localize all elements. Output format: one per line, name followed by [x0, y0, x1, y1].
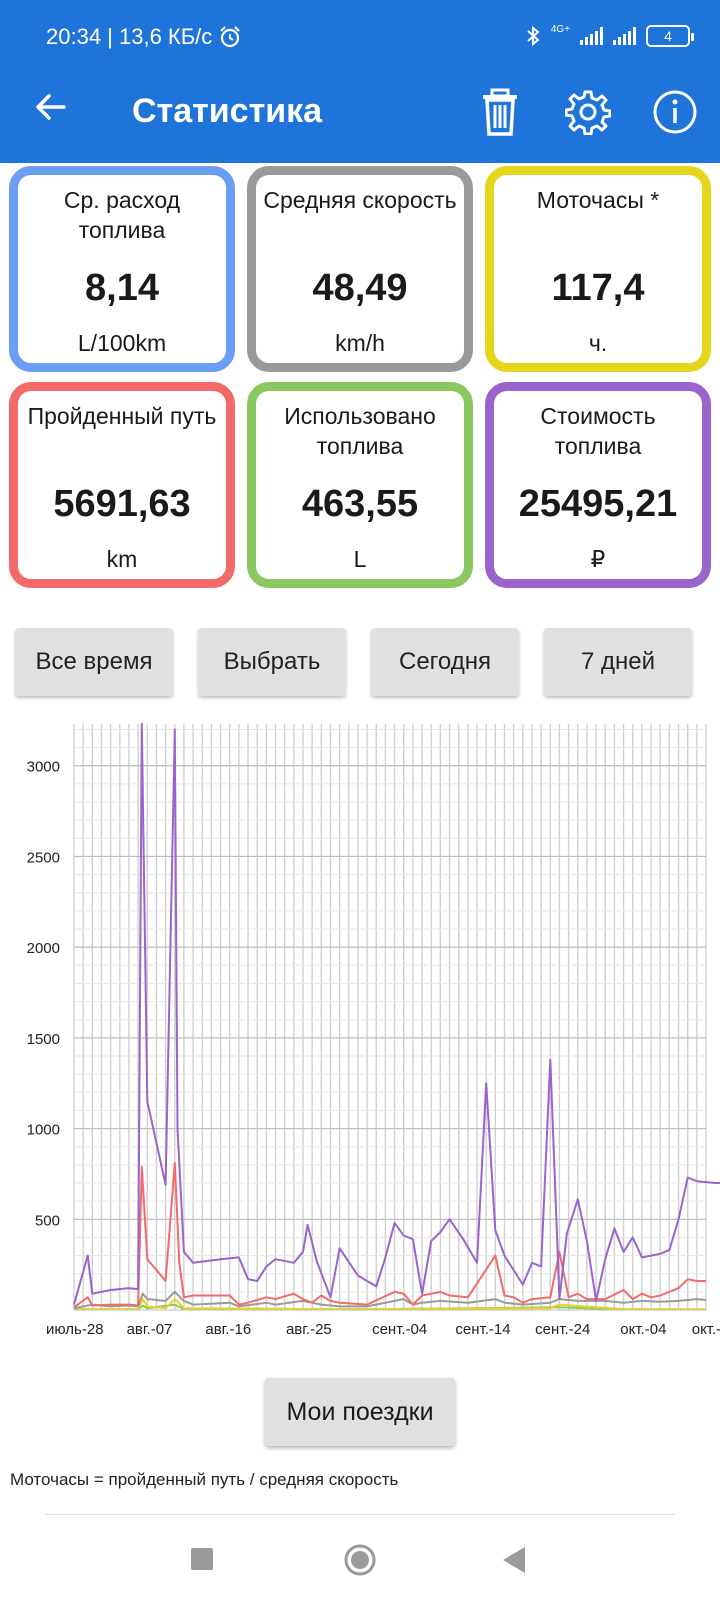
series-line: [73, 723, 720, 1305]
signal-icon: [580, 27, 603, 45]
settings-gear-icon[interactable]: [564, 88, 612, 136]
card-label: Ср. расход топлива: [63, 187, 181, 243]
battery-icon: 4: [646, 25, 694, 47]
x-tick-label: окт.-13: [692, 1321, 720, 1338]
card-avg-consumption: Ср. расход топлива 8,14 L/100km: [9, 166, 235, 372]
card-unit: ₽: [590, 546, 606, 572]
network-label: 4G+: [550, 24, 570, 35]
seven-days-button[interactable]: 7 дней: [544, 628, 692, 696]
status-time-text: 20:34 | 13,6 КБ/с: [46, 24, 213, 49]
all-time-button[interactable]: Все время: [15, 628, 173, 696]
y-tick-label: 500: [35, 1212, 60, 1229]
card-label: Стоимость топлива: [540, 403, 656, 459]
card-fuel-cost: Стоимость топлива 25495,21 ₽: [485, 382, 711, 588]
card-engine-hours: Моточасы * 117,4 ч.: [485, 166, 711, 372]
back-triangle-icon[interactable]: [503, 1547, 525, 1578]
card-unit: km/h: [335, 330, 385, 356]
battery-level: 4: [664, 28, 672, 44]
x-tick-label: авг.-07: [127, 1321, 173, 1338]
recents-square-icon[interactable]: [191, 1548, 213, 1575]
signal-icon-2: [613, 27, 636, 45]
alarm-icon: [220, 26, 241, 48]
engine-hours-footnote: Моточасы = пройденный путь / средняя ско…: [10, 1470, 399, 1489]
trash-icon[interactable]: [476, 88, 524, 136]
y-tick-label: 3000: [27, 759, 60, 776]
x-tick-label: сент.-14: [455, 1321, 510, 1338]
my-trips-button[interactable]: Мои поездки: [265, 1378, 455, 1446]
series-line: [73, 1162, 706, 1309]
choose-range-button[interactable]: Выбрать: [198, 628, 346, 696]
card-value: 5691,63: [53, 483, 191, 525]
divider: [45, 1514, 675, 1515]
status-icons: 4G+ 4: [525, 24, 694, 48]
card-fuel-used: Использовано топлива 463,55 L: [247, 382, 473, 588]
card-unit: L/100km: [77, 330, 167, 356]
series-line: [74, 1298, 706, 1311]
system-nav-bar: [0, 1520, 720, 1600]
x-tick-label: сент.-04: [372, 1321, 427, 1338]
card-value: 8,14: [85, 267, 159, 309]
y-tick-label: 2000: [27, 940, 60, 957]
card-value: 25495,21: [518, 483, 678, 525]
status-time: 20:34 | 13,6 КБ/с: [46, 24, 242, 50]
card-label: Моточасы *: [536, 187, 660, 213]
card-label: Использовано топлива: [284, 403, 436, 459]
bluetooth-icon: [527, 25, 540, 47]
card-value: 48,49: [312, 267, 408, 309]
info-icon[interactable]: [651, 88, 699, 136]
card-unit: L: [353, 546, 367, 572]
card-label: Пройденный путь: [27, 403, 217, 429]
back-arrow-icon[interactable]: [34, 90, 68, 131]
x-tick-label: июль-28: [46, 1321, 104, 1338]
statistics-chart[interactable]: 500 1000 1500 2000 2500 3000 июль-28 авг.-07 авг…: [0, 718, 720, 1338]
stats-grid: Ср. расход топлива 8,14 L/100km Средняя …: [9, 166, 711, 588]
app-header: 20:34 | 13,6 КБ/с 4G+ 4 Статистика: [0, 0, 720, 163]
y-tick-label: 1000: [27, 1122, 60, 1139]
series-line: [73, 1290, 707, 1310]
card-label: Средняя скорость: [263, 187, 457, 213]
card-value: 463,55: [301, 483, 419, 525]
series-line: [74, 1303, 706, 1311]
x-tick-label: авг.-16: [205, 1321, 251, 1338]
card-unit: ч.: [588, 330, 608, 356]
x-tick-label: окт.-04: [620, 1321, 666, 1338]
page-title: Статистика: [132, 92, 323, 130]
home-circle-icon[interactable]: [343, 1543, 377, 1582]
y-tick-label: 2500: [27, 849, 60, 866]
card-unit: km: [106, 546, 138, 572]
today-button[interactable]: Сегодня: [371, 628, 519, 696]
x-tick-label: авг.-25: [286, 1321, 332, 1338]
card-distance: Пройденный путь 5691,63 km: [9, 382, 235, 588]
y-tick-label: 1500: [27, 1031, 60, 1048]
range-buttons: Все время Выбрать Сегодня 7 дней: [15, 628, 695, 696]
card-avg-speed: Средняя скорость 48,49 km/h: [247, 166, 473, 372]
card-value: 117,4: [551, 267, 645, 309]
x-tick-label: сент.-24: [535, 1321, 590, 1338]
